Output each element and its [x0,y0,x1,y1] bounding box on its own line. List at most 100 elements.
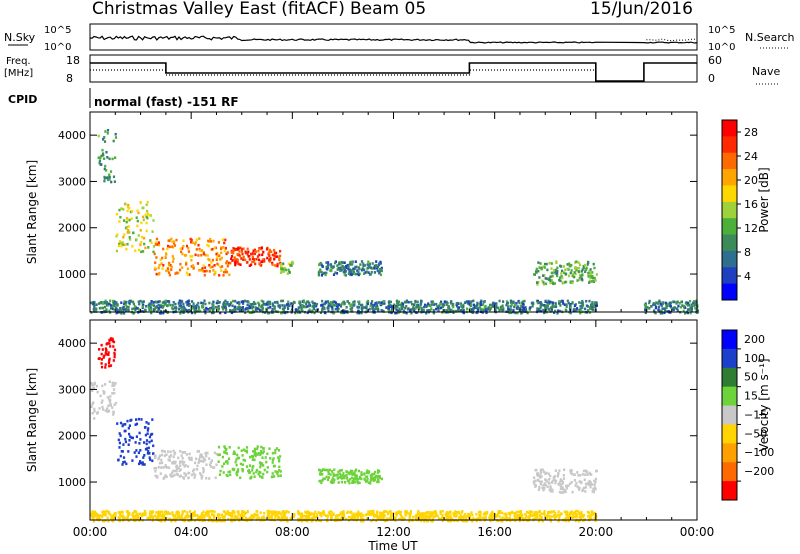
data-cell [551,303,554,306]
data-cell [653,303,657,306]
data-cell [161,267,164,270]
data-cell [538,473,541,477]
data-cell [203,266,207,269]
data-cell [240,300,243,304]
data-cell [480,303,483,306]
data-cell [648,307,651,310]
data-cell [136,307,139,310]
data-cell [256,447,259,451]
data-cell [380,266,383,270]
colorbar-segment [722,201,737,219]
data-cell [138,308,141,311]
data-cell [337,514,340,517]
data-cell [205,269,208,273]
data-cell [334,271,337,274]
data-cell [122,208,125,211]
data-cell [369,272,372,276]
data-cell [140,241,143,244]
data-cell [271,304,275,307]
data-cell [312,516,315,520]
data-cell [323,302,326,306]
data-cell [112,345,115,348]
data-cell [484,515,487,519]
data-cell [595,469,598,473]
data-cell [586,263,589,266]
data-cell [352,270,355,273]
data-cell [149,302,153,306]
data-cell [114,514,117,518]
data-cell [370,510,373,513]
data-cell [198,237,201,240]
data-cell [268,515,271,519]
data-cell [558,309,562,313]
data-cell [100,343,103,347]
data-cell [216,513,219,517]
data-cell [292,515,295,519]
data-cell [570,263,573,267]
data-cell [508,308,511,311]
y-tick-label: 1000 [58,476,86,489]
data-cell [339,469,342,472]
data-cell [108,342,111,345]
data-cell [571,490,574,494]
data-cell [417,305,420,309]
data-cell [526,311,529,315]
data-cell [149,514,152,517]
data-cell [368,265,371,269]
data-cell [657,305,661,309]
data-cell [380,511,383,515]
data-cell [450,517,453,521]
data-cell [290,310,293,313]
data-cell [162,517,165,521]
data-cell [361,268,364,272]
data-cell [534,479,537,483]
data-cell [321,299,324,303]
data-cell [263,468,266,472]
data-cell [367,300,370,304]
data-cell [163,450,166,453]
data-cell [254,306,257,309]
data-cell [207,239,210,243]
data-cell [287,262,290,266]
data-cell [251,466,254,469]
data-cell [510,308,513,311]
data-cell [179,247,182,251]
data-cell [181,247,184,250]
data-cell [536,307,539,310]
data-cell [181,300,184,303]
data-cell [584,307,587,311]
data-cell [558,278,561,282]
data-cell [265,302,268,306]
data-cell [516,514,519,517]
data-cell [652,309,656,312]
data-cell [563,468,566,471]
data-cell [338,261,341,264]
data-cell [436,514,439,518]
data-cell [104,519,107,522]
data-cell [167,466,171,469]
data-cell [361,305,364,308]
data-cell [569,271,572,275]
data-cell [114,382,117,385]
data-cell [404,510,407,513]
data-cell [241,510,244,513]
data-cell [142,250,145,253]
data-cell [112,304,115,307]
data-cell [354,272,357,276]
data-cell [431,511,434,514]
data-cell [376,517,380,520]
data-cell [108,364,111,368]
data-cell [554,513,557,517]
data-cell [150,439,153,443]
data-cell [179,474,182,478]
data-cell [350,309,353,312]
data-cell [334,301,337,305]
data-cell [344,265,348,268]
data-cell [429,304,432,307]
data-cell [572,272,575,276]
data-cell [561,482,564,485]
data-cell [112,299,115,303]
data-cell [340,260,343,264]
data-cell [193,308,196,312]
